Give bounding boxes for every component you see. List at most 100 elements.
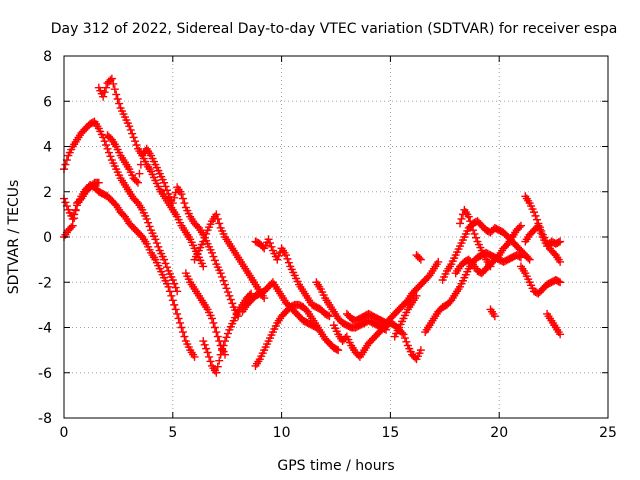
data-point bbox=[126, 125, 135, 134]
data-point bbox=[334, 346, 343, 355]
data-point bbox=[145, 222, 154, 231]
data-point bbox=[398, 328, 407, 337]
data-point bbox=[218, 346, 227, 355]
data-point bbox=[202, 344, 211, 353]
data-point bbox=[310, 322, 319, 331]
data-point bbox=[131, 137, 140, 146]
data-point bbox=[212, 210, 221, 219]
x-tick-label: 0 bbox=[60, 425, 69, 441]
data-point bbox=[112, 90, 121, 99]
data-point bbox=[466, 217, 475, 226]
data-point bbox=[209, 252, 218, 261]
data-point bbox=[128, 129, 137, 138]
y-tick-label: -8 bbox=[38, 411, 52, 427]
x-tick-label: 25 bbox=[599, 425, 617, 441]
data-point bbox=[162, 263, 171, 272]
data-point bbox=[416, 346, 425, 355]
data-point bbox=[312, 323, 321, 332]
data-point bbox=[223, 288, 232, 297]
data-point bbox=[106, 152, 115, 161]
data-point bbox=[125, 122, 134, 131]
data-point bbox=[515, 252, 524, 261]
y-tick-label: -2 bbox=[38, 275, 52, 291]
data-point bbox=[171, 305, 180, 314]
data-point bbox=[332, 345, 341, 354]
data-point bbox=[132, 140, 141, 149]
data-point bbox=[212, 328, 221, 337]
data-point bbox=[205, 352, 214, 361]
data-point bbox=[265, 239, 274, 248]
data-point bbox=[94, 178, 103, 187]
data-point bbox=[470, 229, 479, 238]
data-point bbox=[267, 242, 276, 251]
data-point bbox=[264, 235, 273, 244]
data-point bbox=[400, 334, 409, 343]
x-tick-label: 15 bbox=[381, 425, 399, 441]
data-point bbox=[537, 229, 546, 238]
data-point bbox=[535, 225, 544, 234]
data-point bbox=[324, 311, 333, 320]
data-point bbox=[113, 94, 122, 103]
data-point bbox=[213, 362, 222, 371]
data-points bbox=[60, 74, 565, 377]
data-point bbox=[170, 193, 179, 202]
data-point bbox=[210, 323, 219, 332]
data-point bbox=[534, 221, 543, 230]
data-point bbox=[215, 356, 224, 365]
data-point bbox=[556, 330, 565, 339]
data-point bbox=[136, 160, 145, 169]
data-point bbox=[412, 291, 421, 300]
data-point bbox=[68, 214, 77, 223]
data-point bbox=[70, 214, 79, 223]
data-point bbox=[160, 255, 169, 264]
data-point bbox=[176, 318, 185, 327]
data-point bbox=[531, 211, 540, 220]
data-point bbox=[222, 333, 231, 342]
data-point bbox=[213, 214, 222, 223]
data-point bbox=[115, 99, 124, 108]
data-point bbox=[180, 199, 189, 208]
data-point bbox=[109, 79, 118, 88]
data-point bbox=[170, 279, 179, 288]
data-point bbox=[215, 219, 224, 228]
data-point bbox=[556, 237, 565, 246]
data-point bbox=[207, 314, 216, 323]
x-tick-label: 10 bbox=[273, 425, 291, 441]
data-point bbox=[464, 212, 473, 221]
data-point bbox=[104, 148, 113, 157]
data-point bbox=[273, 255, 282, 264]
data-point bbox=[152, 239, 161, 248]
data-point bbox=[515, 223, 524, 232]
data-point bbox=[225, 291, 234, 300]
data-point bbox=[206, 357, 215, 366]
data-point bbox=[99, 92, 108, 101]
data-point bbox=[61, 160, 70, 169]
data-point bbox=[199, 237, 208, 246]
data-point bbox=[284, 258, 293, 267]
data-point bbox=[325, 312, 334, 321]
data-point bbox=[129, 133, 138, 142]
data-point bbox=[219, 276, 228, 285]
data-point bbox=[168, 275, 177, 284]
data-point bbox=[469, 226, 478, 235]
data-point bbox=[102, 140, 111, 149]
y-tick-label: 6 bbox=[43, 94, 52, 110]
data-point bbox=[110, 85, 119, 94]
data-point bbox=[160, 178, 169, 187]
x-axis-label: GPS time / hours bbox=[277, 458, 394, 474]
data-point bbox=[173, 309, 182, 318]
data-point bbox=[530, 208, 539, 217]
data-point bbox=[170, 300, 179, 309]
data-point bbox=[219, 341, 228, 350]
data-point bbox=[165, 287, 174, 296]
data-point bbox=[554, 277, 563, 286]
data-point bbox=[223, 329, 232, 338]
data-point bbox=[486, 262, 495, 271]
data-point bbox=[200, 233, 209, 242]
data-point bbox=[190, 352, 199, 361]
data-point bbox=[210, 256, 219, 265]
data-point bbox=[161, 182, 170, 191]
data-point bbox=[216, 350, 225, 359]
data-point bbox=[216, 269, 225, 278]
data-point bbox=[456, 219, 465, 228]
